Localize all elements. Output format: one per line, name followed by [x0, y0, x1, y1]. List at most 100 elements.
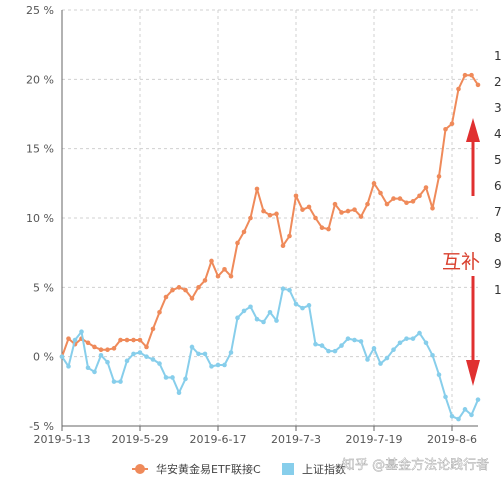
data-point — [241, 229, 247, 235]
y-tick-label: 25 % — [26, 4, 54, 17]
legend-item-1[interactable]: 华安黄金易ETF联接C — [132, 462, 261, 476]
data-point — [66, 364, 71, 369]
data-point — [306, 303, 312, 308]
data-point — [254, 316, 260, 322]
data-point — [352, 337, 357, 343]
data-point — [163, 375, 169, 380]
grid-lines — [61, 9, 478, 427]
x-tick-label: 2019-7-3 — [271, 433, 321, 446]
x-tick-label: 2019-5-29 — [112, 433, 169, 446]
data-point — [85, 365, 91, 371]
data-point — [72, 337, 78, 343]
data-point — [209, 364, 214, 369]
data-point — [183, 287, 188, 293]
data-point — [92, 344, 97, 350]
data-point — [358, 339, 364, 344]
legend-swatch-marker — [282, 463, 294, 475]
data-point — [313, 341, 318, 347]
data-point — [92, 369, 97, 375]
data-point — [267, 212, 273, 218]
data-point — [98, 352, 104, 358]
data-point — [170, 375, 175, 380]
data-point — [430, 205, 435, 211]
data-point — [183, 376, 188, 382]
data-point — [111, 379, 117, 384]
data-point — [215, 273, 221, 279]
legend[interactable]: 华安黄金易ETF联接C 上证指数 — [132, 462, 346, 476]
y-tick-label: 0 % — [33, 351, 54, 364]
data-point — [118, 379, 123, 384]
data-point — [475, 82, 481, 88]
data-point — [345, 336, 351, 341]
legend-item-2[interactable]: 上证指数 — [282, 462, 346, 476]
right-edge-number: 9 — [494, 257, 502, 271]
data-point — [326, 348, 331, 354]
data-point — [287, 287, 292, 293]
data-point — [196, 351, 201, 357]
data-point — [319, 343, 325, 348]
data-point — [404, 336, 409, 341]
y-tick-label: 10 % — [26, 212, 54, 225]
data-point — [352, 207, 357, 212]
right-edge-number: 1 — [494, 49, 502, 63]
data-point — [176, 285, 182, 290]
right-edge-number: 5 — [494, 153, 502, 167]
right-edge-number: 4 — [494, 127, 502, 141]
y-tick-label: 20 % — [26, 73, 54, 86]
data-point — [417, 330, 422, 336]
data-point — [202, 278, 208, 283]
up-arrow-head — [466, 118, 480, 142]
data-point — [436, 174, 442, 179]
right-edge-number: 7 — [494, 205, 502, 219]
data-point — [365, 357, 370, 362]
data-point — [261, 319, 266, 325]
data-point — [384, 355, 390, 361]
data-point — [410, 199, 416, 204]
right-edge-number: 8 — [494, 231, 502, 245]
legend-label: 上证指数 — [302, 462, 346, 476]
x-tick-label: 2019-5-13 — [34, 433, 91, 446]
data-point — [371, 181, 377, 186]
data-point — [176, 390, 182, 396]
data-point — [254, 186, 260, 192]
data-point — [157, 361, 162, 366]
right-edge-number: 6 — [494, 179, 502, 193]
data-point — [261, 208, 266, 214]
data-point — [85, 340, 91, 346]
x-tick-label: 2019-7-19 — [346, 433, 403, 446]
data-point — [391, 347, 396, 353]
y-axis: -5 % 0 % 5 % 10 % 15 % 20 % 25 % — [26, 4, 63, 433]
data-point — [235, 240, 240, 246]
data-point — [150, 357, 156, 362]
data-point — [319, 225, 325, 231]
data-point — [293, 301, 299, 307]
data-point — [300, 305, 305, 311]
data-point — [267, 309, 273, 315]
data-point — [423, 185, 429, 190]
data-point — [449, 121, 455, 127]
y-tick-label: 15 % — [26, 143, 54, 156]
data-point — [150, 326, 156, 332]
data-point — [287, 233, 292, 239]
data-point — [137, 337, 143, 343]
data-point — [59, 354, 65, 359]
data-point — [358, 214, 364, 219]
data-point — [105, 359, 110, 365]
data-point — [118, 337, 123, 343]
annotation-text: 互补 — [442, 251, 480, 273]
data-point — [280, 243, 286, 249]
data-point — [228, 350, 234, 355]
data-point — [79, 329, 84, 335]
legend-label: 华安黄金易ETF联接C — [156, 462, 261, 476]
data-point — [170, 287, 175, 293]
data-point — [397, 340, 403, 346]
x-tick-label: 2019-6-17 — [190, 433, 247, 446]
data-point — [228, 273, 234, 279]
data-point — [131, 351, 136, 357]
data-point — [144, 354, 149, 359]
data-point — [209, 258, 214, 264]
data-point — [469, 72, 474, 78]
legend-swatch-marker — [135, 464, 145, 474]
data-point — [339, 343, 344, 348]
data-point — [378, 190, 383, 196]
